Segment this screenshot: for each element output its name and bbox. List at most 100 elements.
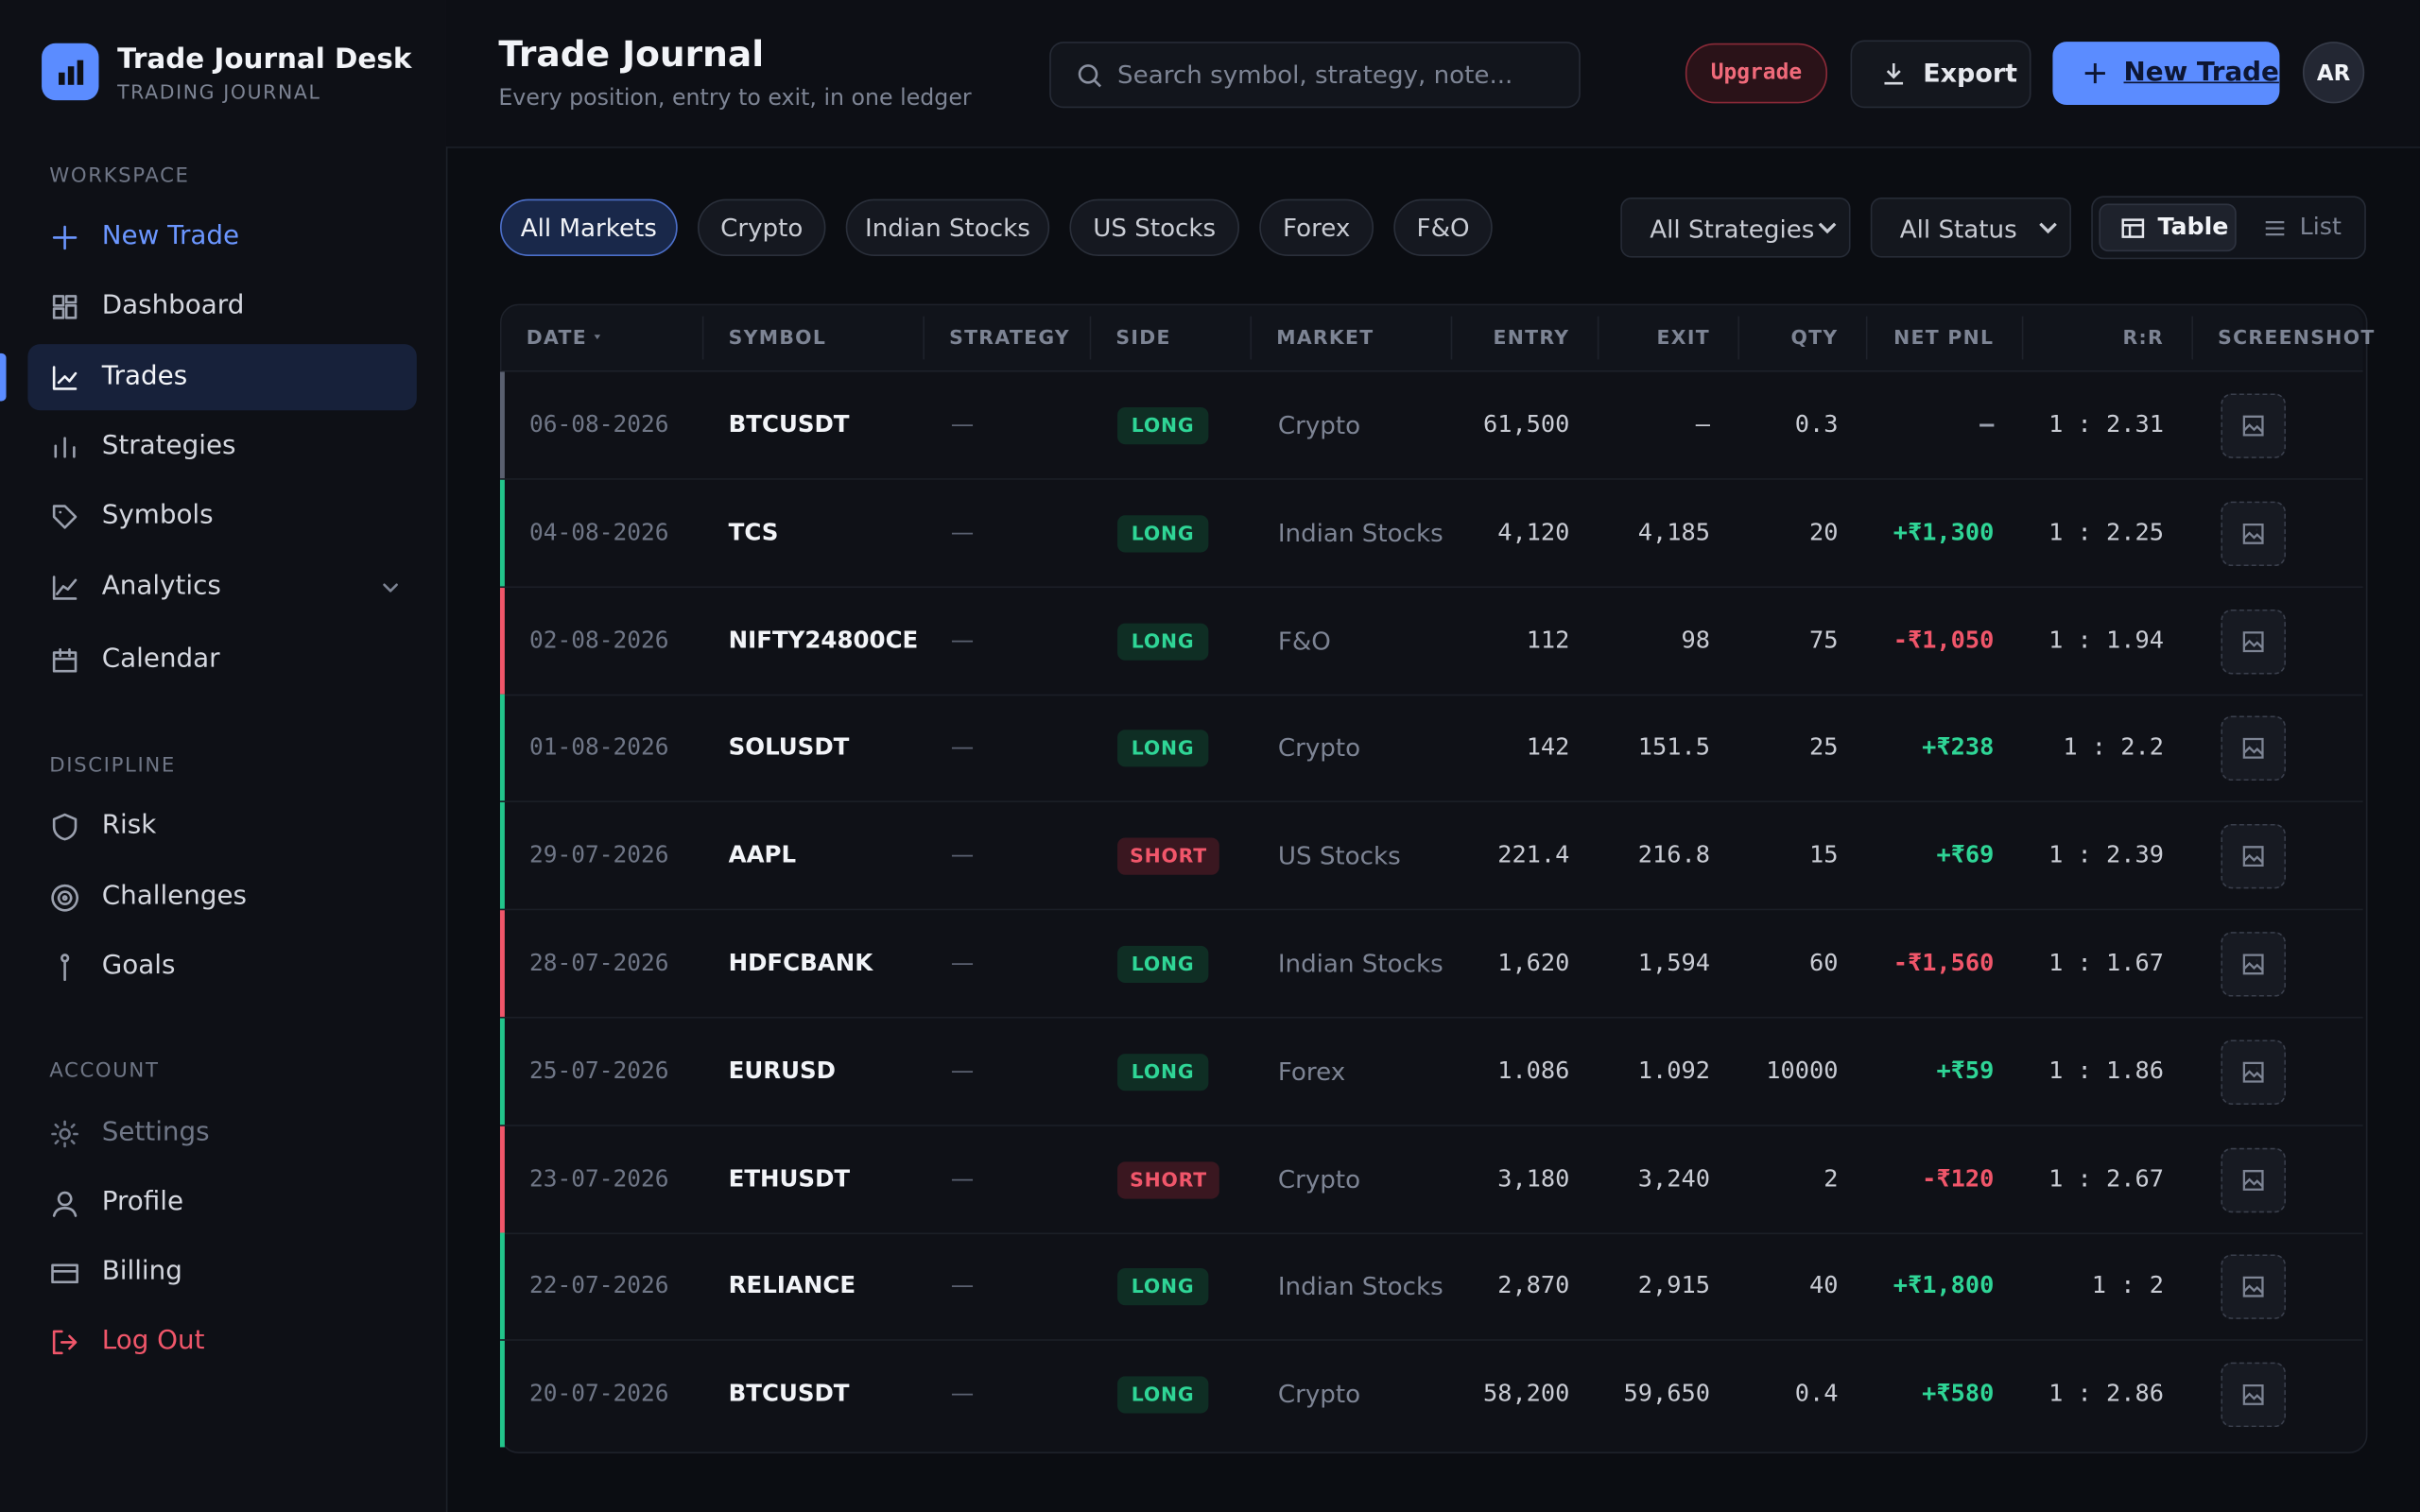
side-badge: LONG: [1117, 1268, 1209, 1306]
search-box[interactable]: Search symbol, strategy, note...: [1049, 42, 1581, 109]
nav-item[interactable]: New Trade: [101, 220, 240, 252]
market-filter[interactable]: US Stocks: [1069, 198, 1240, 257]
row-accent: [499, 1341, 505, 1448]
nav-item[interactable]: Log Out: [101, 1325, 205, 1357]
row[interactable]: [501, 371, 2363, 480]
nav-item[interactable]: Dashboard: [101, 289, 245, 321]
nav-item[interactable]: Challenges: [101, 881, 247, 912]
view-option[interactable]: List: [2299, 213, 2342, 241]
screenshot-button[interactable]: [2221, 1040, 2286, 1105]
trade-qty: 20: [1809, 518, 1839, 546]
row[interactable]: [501, 479, 2363, 588]
image-icon-svg: [2242, 1384, 2264, 1406]
trade-rr: 1 : 1.94: [2048, 626, 2164, 654]
row-accent: [499, 1125, 505, 1232]
screenshot-button[interactable]: [2221, 501, 2286, 566]
chevron-svg: [2039, 222, 2057, 234]
row[interactable]: [501, 1125, 2363, 1234]
dropdown-label: All Strategies: [1650, 214, 1815, 244]
table-icon-svg: [2121, 218, 2145, 238]
active-item-bg: [27, 344, 417, 411]
row[interactable]: [501, 910, 2363, 1019]
upgrade-button[interactable]: Upgrade: [1685, 43, 1828, 104]
column-separator: [1865, 316, 1868, 360]
trade-exit: 1.092: [1637, 1057, 1710, 1085]
screenshot-button[interactable]: [2221, 716, 2286, 782]
nav-item[interactable]: Trades: [101, 361, 188, 392]
image-icon: [2241, 414, 2266, 438]
screenshot-button[interactable]: [2221, 393, 2286, 458]
row[interactable]: [501, 695, 2363, 803]
row[interactable]: [501, 1233, 2363, 1342]
nav-icon: [49, 432, 80, 463]
image-icon: [2241, 1383, 2266, 1407]
view-option[interactable]: Table: [2157, 213, 2229, 241]
new-trade-button[interactable]: New Trade: [2052, 42, 2280, 106]
image-icon-svg: [2242, 1169, 2264, 1191]
avatar[interactable]: AR: [2302, 42, 2365, 104]
trade-market: F&O: [1277, 626, 1331, 656]
side-badge: LONG: [1117, 622, 1209, 661]
export-button[interactable]: Export: [1850, 40, 2031, 109]
nav-item[interactable]: Calendar: [101, 643, 220, 675]
trade-net-pnl: -₹1,050: [1893, 626, 1995, 654]
nav-item[interactable]: Profile: [101, 1186, 184, 1218]
dropdown[interactable]: All Status: [1870, 197, 2072, 258]
nav-item[interactable]: Analytics: [101, 571, 221, 602]
nav-item[interactable]: Goals: [101, 950, 176, 982]
nav-icon-svg: [51, 884, 79, 912]
market-filter[interactable]: Indian Stocks: [845, 198, 1050, 257]
trade-date: 22-07-2026: [528, 1271, 669, 1300]
column-separator: [1737, 316, 1739, 360]
trade-strategy: —: [950, 949, 975, 977]
market-filter[interactable]: F&O: [1393, 198, 1493, 257]
nav-icon: [49, 292, 80, 323]
column-header: EXIT: [1656, 325, 1710, 349]
trade-strategy: —: [950, 1379, 975, 1408]
trade-strategy: —: [950, 1057, 975, 1085]
trade-strategy: —: [950, 841, 975, 869]
dropdown[interactable]: All Strategies: [1620, 197, 1851, 258]
export-label: Export: [1923, 59, 2018, 89]
side-badge: LONG: [1117, 407, 1209, 445]
screenshot-button[interactable]: [2221, 609, 2286, 674]
nav-item[interactable]: Settings: [101, 1117, 210, 1148]
column-header: R:R: [2122, 325, 2164, 349]
trade-rr: 1 : 2.31: [2048, 410, 2164, 438]
trade-net-pnl: +₹59: [1936, 1057, 1995, 1085]
nav-item[interactable]: Risk: [101, 810, 157, 841]
column-header: STRATEGY: [949, 325, 1071, 349]
market-filter[interactable]: All Markets: [499, 198, 678, 257]
trade-symbol: TCS: [728, 518, 779, 546]
trade-exit: 151.5: [1637, 733, 1710, 762]
nav-item[interactable]: Billing: [101, 1255, 182, 1287]
market-filter[interactable]: Forex: [1259, 198, 1374, 257]
column-header: DATE: [526, 325, 587, 349]
market-filter[interactable]: Crypto: [697, 198, 826, 257]
nav-icon-svg: [60, 954, 70, 982]
side-badge: SHORT: [1117, 1160, 1220, 1198]
column-separator: [2021, 316, 2024, 360]
logo-icon: [59, 60, 84, 85]
screenshot-button[interactable]: [2221, 1362, 2286, 1428]
nav-item[interactable]: Strategies: [101, 430, 236, 462]
row[interactable]: [501, 1018, 2363, 1126]
screenshot-button[interactable]: [2221, 1254, 2286, 1320]
image-icon-svg: [2242, 415, 2264, 437]
dropdown-label: All Status: [1899, 214, 2017, 244]
screenshot-button[interactable]: [2221, 824, 2286, 889]
trade-entry: 4,120: [1497, 518, 1570, 546]
trade-date: 06-08-2026: [528, 410, 669, 438]
screenshot-button[interactable]: [2221, 1147, 2286, 1212]
nav-icon-svg: [51, 1120, 78, 1148]
row[interactable]: [501, 802, 2363, 911]
trade-rr: 1 : 2.25: [2048, 518, 2164, 546]
list-icon: [2262, 216, 2287, 241]
trade-rr: 1 : 2.39: [2048, 841, 2164, 869]
nav-item[interactable]: Symbols: [101, 499, 214, 531]
row[interactable]: [501, 587, 2363, 696]
list-icon-svg: [2265, 220, 2285, 236]
screenshot-button[interactable]: [2221, 932, 2286, 997]
trade-symbol: HDFCBANK: [728, 949, 873, 977]
